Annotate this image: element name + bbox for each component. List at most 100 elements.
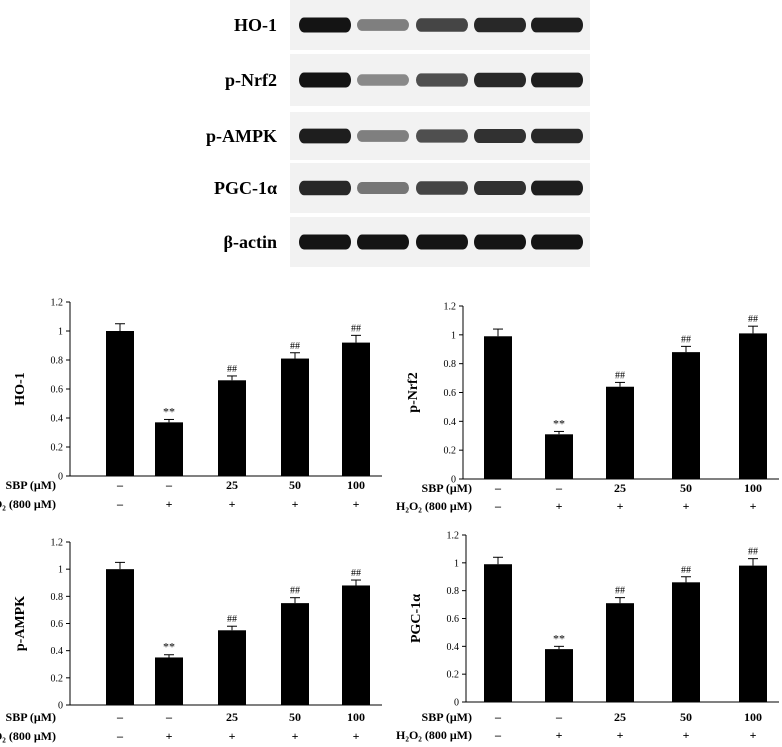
sbp-value: 100	[347, 710, 365, 724]
blot-band	[474, 180, 526, 196]
h2o2-row-label: H₂O₂ (800 μM)	[396, 499, 472, 513]
sbp-value: 100	[744, 481, 762, 495]
h2o2-value: +	[556, 499, 563, 513]
bar	[545, 434, 573, 479]
y-axis-label: HO-1	[13, 372, 28, 405]
blot-band	[299, 180, 351, 196]
y-tick-label: 0.6	[447, 614, 460, 625]
y-tick-label: 0.8	[51, 592, 64, 603]
sbp-value: –	[555, 710, 563, 724]
chart-pgc-1a: 0 0.2 0.4 0.6 0.8 1 1.2 PGC-1α ** ## ## ## SBP (μM) H…	[396, 531, 779, 742]
h2o2-value: +	[353, 497, 360, 511]
sbp-row-label: SBP (μM)	[6, 710, 56, 724]
sbp-row-label: SBP (μM)	[422, 710, 472, 724]
bar	[484, 564, 512, 702]
significance-label: ##	[227, 614, 237, 625]
h2o2-value: +	[166, 497, 173, 511]
y-tick-label: 1	[451, 330, 456, 341]
blot-band	[357, 74, 409, 86]
h2o2-value: +	[353, 729, 360, 743]
significance-label: ##	[615, 370, 625, 381]
y-tick-label: 1.2	[51, 538, 64, 549]
bar	[672, 582, 700, 702]
blot-row-label: p-Nrf2	[225, 70, 277, 90]
sbp-value: 50	[680, 481, 692, 495]
blot-band	[416, 129, 468, 143]
significance-label: ##	[351, 323, 361, 334]
sbp-row-label: SBP (μM)	[6, 478, 56, 492]
y-tick-label: 0.6	[51, 619, 64, 630]
chart-ho1: 0 0.2 0.4 0.6 0.8 1 1.2 HO-1 ** ## ## ## SBP (μM) H₂O…	[0, 298, 382, 511]
y-tick-label: 1.2	[51, 298, 64, 309]
bar	[672, 352, 700, 479]
sbp-value: –	[116, 710, 124, 724]
h2o2-value: +	[229, 497, 236, 511]
sbp-value: 50	[680, 710, 692, 724]
h2o2-value: +	[292, 729, 299, 743]
h2o2-value: –	[116, 729, 124, 743]
blot-band	[416, 181, 468, 195]
sbp-value: –	[165, 710, 173, 724]
h2o2-row-label: H₂O₂ (800 μM)	[396, 728, 472, 742]
significance-label: ##	[748, 314, 758, 325]
h2o2-value: +	[683, 728, 690, 742]
bar	[155, 657, 183, 705]
y-tick-label: 1.2	[447, 531, 460, 542]
sbp-value: 50	[289, 478, 301, 492]
bar	[545, 649, 573, 702]
y-axis-label: p-Nrf2	[406, 372, 421, 412]
y-tick-label: 0.2	[444, 446, 457, 457]
y-tick-label: 0	[454, 698, 459, 709]
blot-band	[299, 17, 351, 33]
bar	[106, 331, 134, 476]
blot-row-label: p-AMPK	[206, 126, 277, 146]
blot-band	[299, 72, 351, 88]
significance-label: ##	[748, 547, 758, 558]
blot-band	[531, 17, 583, 33]
y-tick-label: 1.2	[444, 302, 457, 313]
bar	[106, 569, 134, 705]
y-tick-label: 0.4	[51, 414, 64, 425]
blot-band	[357, 130, 409, 142]
blot-band	[474, 72, 526, 88]
bar	[739, 565, 767, 702]
bar	[281, 603, 309, 705]
significance-label: ##	[290, 586, 300, 597]
bar	[281, 358, 309, 476]
y-tick-label: 0.8	[447, 586, 460, 597]
bar	[218, 380, 246, 476]
sbp-value: 25	[226, 710, 238, 724]
bar	[155, 422, 183, 476]
significance-label: **	[163, 404, 175, 418]
h2o2-row-label: H₂O₂ (800 μM)	[0, 497, 56, 511]
y-tick-label: 1	[454, 558, 459, 569]
y-tick-label: 0	[451, 475, 456, 486]
y-tick-label: 0.8	[444, 359, 457, 370]
y-axis-label: p-AMPK	[13, 596, 28, 651]
y-tick-label: 0	[58, 701, 63, 712]
chart-p-nrf2: 0 0.2 0.4 0.6 0.8 1 1.2 p-Nrf2 ** ## ## ## SBP (μM) H…	[396, 302, 779, 513]
sbp-value: –	[494, 710, 502, 724]
h2o2-row-label: H₂O₂ (800 μM)	[0, 729, 56, 743]
h2o2-value: –	[494, 728, 502, 742]
sbp-value: 100	[347, 478, 365, 492]
h2o2-value: –	[116, 497, 124, 511]
blot-band	[531, 72, 583, 88]
h2o2-value: +	[683, 499, 690, 513]
y-tick-label: 0.8	[51, 356, 64, 367]
significance-label: **	[163, 640, 175, 654]
sbp-value: –	[116, 478, 124, 492]
blot-band	[474, 17, 526, 33]
sbp-value: –	[494, 481, 502, 495]
y-tick-label: 0.2	[51, 673, 64, 684]
y-tick-label: 0.4	[444, 417, 457, 428]
h2o2-value: +	[229, 729, 236, 743]
sbp-value: –	[165, 478, 173, 492]
bar	[218, 630, 246, 705]
blot-band	[416, 234, 468, 250]
blot-band	[299, 128, 351, 144]
blot-band	[357, 182, 409, 194]
h2o2-value: –	[494, 499, 502, 513]
blot-band	[474, 128, 526, 144]
significance-label: ##	[681, 334, 691, 345]
